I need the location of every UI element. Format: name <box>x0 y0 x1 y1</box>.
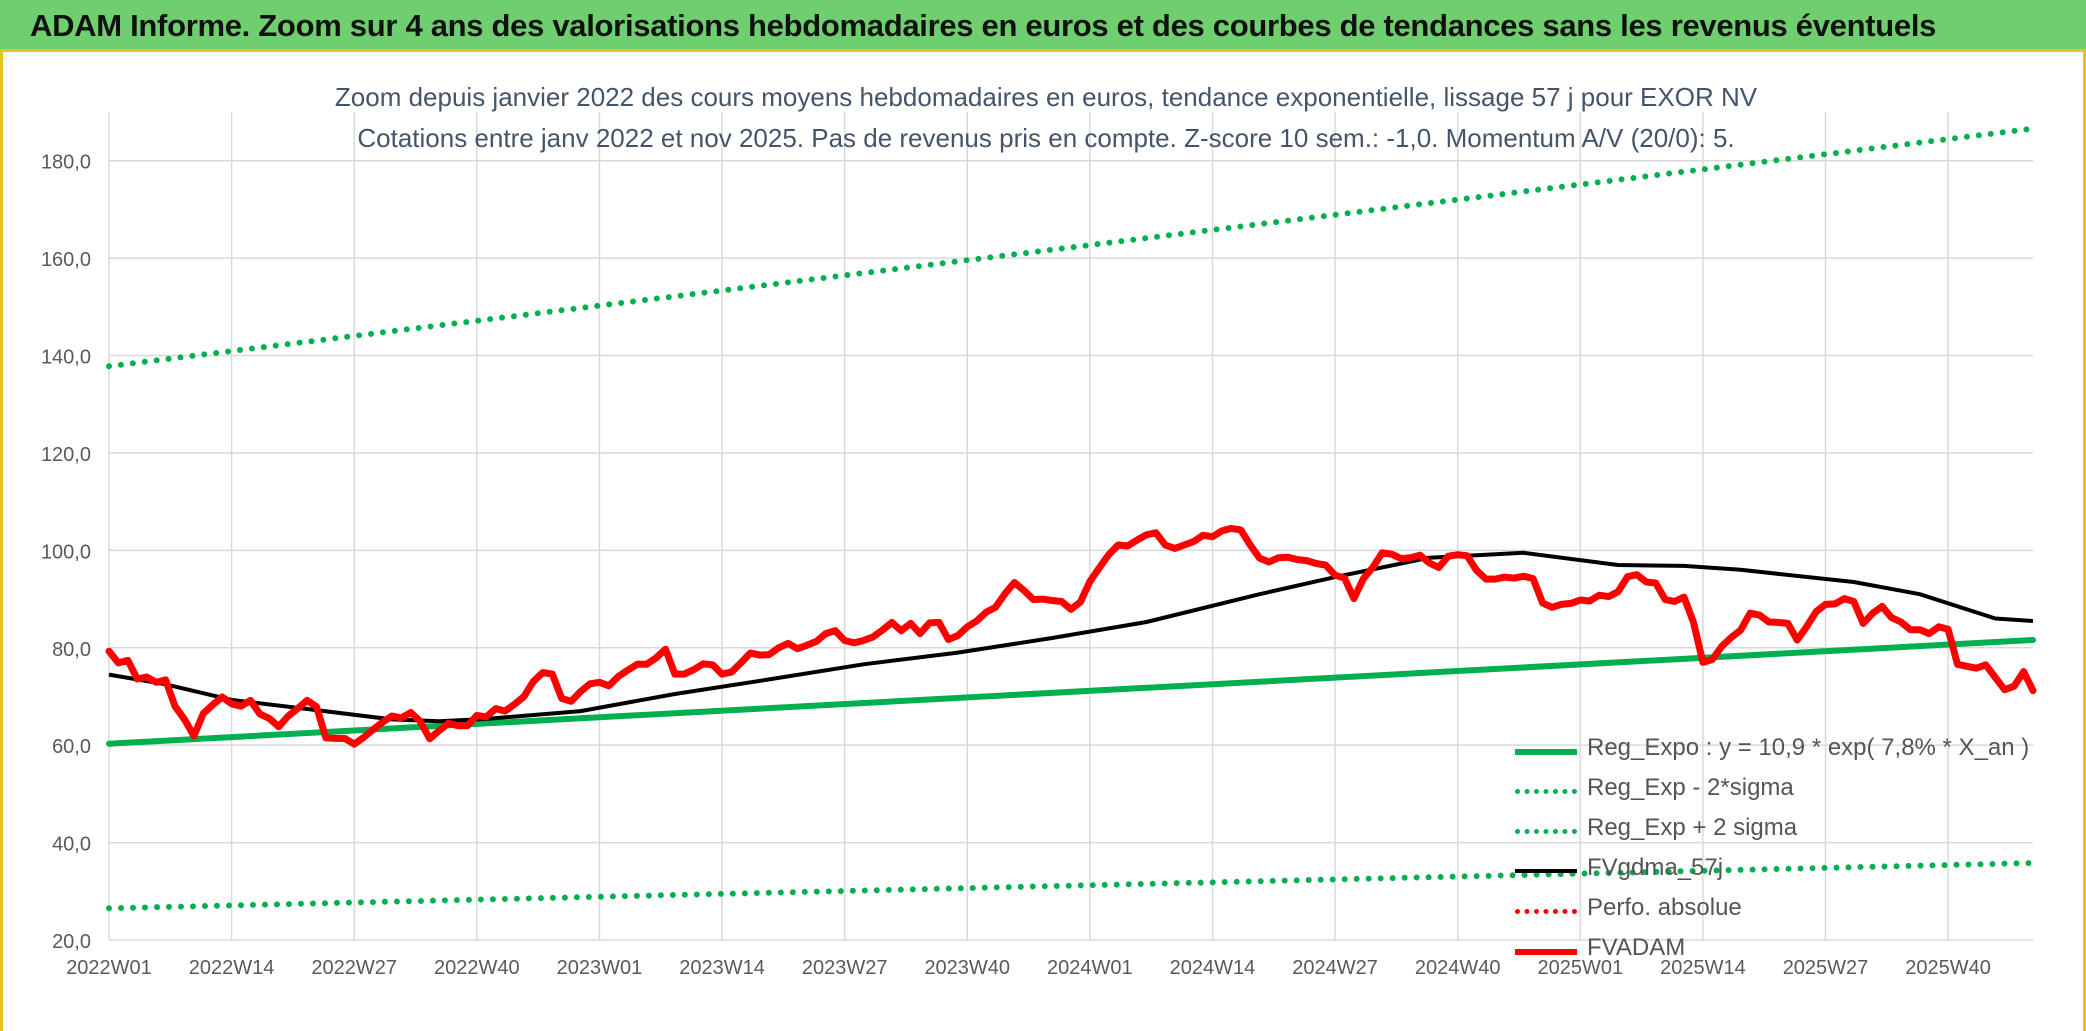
y-tick-label: 40,0 <box>52 834 91 856</box>
x-tick-label: 2022W01 <box>66 957 152 979</box>
reg-exp-minus-2sigma-line <box>106 860 2036 912</box>
reg-expo-line <box>106 637 2036 747</box>
legend-label: FVgdma_57j <box>1587 854 1724 881</box>
x-tick-label: 2025W40 <box>1905 957 1991 979</box>
x-tick-label: 2024W27 <box>1292 957 1378 979</box>
chart-legend: Reg_Expo : y = 10,9 * exp( 7,8% * X_an )… <box>1511 730 2029 970</box>
x-tick-label: 2023W27 <box>802 957 888 979</box>
legend-item: FVADAM <box>1511 930 2011 970</box>
y-tick-label: 180,0 <box>41 152 91 174</box>
x-tick-label: 2022W14 <box>189 957 275 979</box>
y-tick-label: 60,0 <box>52 736 91 758</box>
fvgdma-57j-line <box>108 550 2034 724</box>
x-tick-label: 2022W27 <box>311 957 397 979</box>
legend-swatch <box>1515 949 1577 955</box>
x-tick-label: 2023W14 <box>679 957 765 979</box>
x-tick-label: 2024W01 <box>1047 957 1133 979</box>
report-title: ADAM Informe. Zoom sur 4 ans des valoris… <box>30 8 1937 43</box>
x-tick-label: 2024W40 <box>1415 957 1501 979</box>
legend-label: Reg_Exp - 2*sigma <box>1587 774 1794 801</box>
legend-swatch <box>1515 829 1577 834</box>
y-tick-label: 80,0 <box>52 639 91 661</box>
legend-label: Perfo. absolue <box>1587 894 1742 921</box>
x-tick-label: 2022W40 <box>434 957 520 979</box>
x-tick-label: 2025W01 <box>1537 957 1623 979</box>
chart-title: Zoom depuis janvier 2022 des cours moyen… <box>334 82 1758 112</box>
chart-frame: 20,0 40,0 60,0 80,0 100,0 120,0 140,0 160,0 180,… <box>0 52 2086 1031</box>
y-tick-label: 20,0 <box>52 931 91 953</box>
legend-label: FVADAM <box>1587 934 1686 961</box>
legend-swatch <box>1515 749 1577 755</box>
chart-svg: 20,0 40,0 60,0 80,0 100,0 120,0 140,0 160,0 180,… <box>41 112 2037 979</box>
legend-swatch <box>1515 789 1577 794</box>
legend-label: Reg_Exp + 2 sigma <box>1587 814 1798 841</box>
x-tick-label: 2023W01 <box>557 957 643 979</box>
legend-item: FVgdma_57j <box>1511 850 2011 890</box>
legend-item: Reg_Exp + 2 sigma <box>1511 810 2011 850</box>
header-banner: ADAM Informe. Zoom sur 4 ans des valoris… <box>0 0 2086 52</box>
chart-subtitle: Cotations entre janv 2022 et nov 2025. P… <box>357 123 1735 153</box>
legend-item: Reg_Expo : y = 10,9 * exp( 7,8% * X_an ) <box>1511 730 2029 770</box>
legend-item: Perfo. absolue <box>1511 890 2011 930</box>
y-tick-label: 160,0 <box>41 249 91 271</box>
y-tick-label: 140,0 <box>41 347 91 369</box>
x-tick-label: 2025W14 <box>1660 957 1746 979</box>
legend-swatch <box>1515 869 1577 873</box>
y-tick-label: 100,0 <box>41 541 91 563</box>
x-tick-label: 2024W14 <box>1170 957 1256 979</box>
reg-exp-plus-2sigma-line <box>106 125 2036 370</box>
fvadam-line <box>105 524 2037 748</box>
legend-item: Reg_Exp - 2*sigma <box>1511 770 2011 810</box>
x-tick-label: 2025W27 <box>1783 957 1869 979</box>
y-tick-label: 120,0 <box>41 444 91 466</box>
legend-label: Reg_Expo : y = 10,9 * exp( 7,8% * X_an ) <box>1587 734 2030 761</box>
x-tick-label: 2023W40 <box>924 957 1010 979</box>
legend-swatch <box>1515 909 1577 914</box>
